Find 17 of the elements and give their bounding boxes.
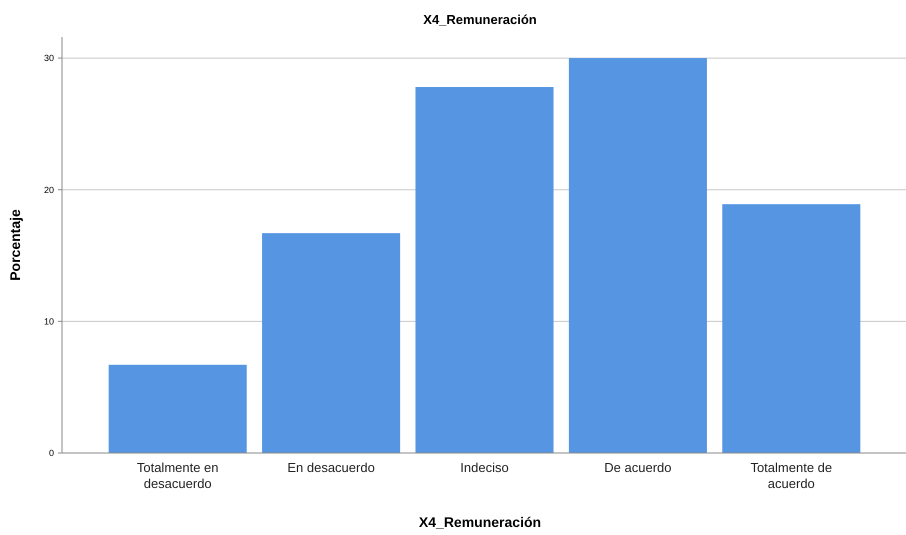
x-tick-label: En desacuerdo	[287, 460, 375, 475]
x-axis-title: X4_Remuneración	[418, 514, 542, 530]
y-axis-title: Porcentaje	[7, 208, 23, 281]
x-tick-label: Totalmente de acuerdo	[750, 460, 832, 491]
chart-title: X4_Remuneración	[423, 12, 537, 27]
bar	[262, 233, 400, 453]
x-tick-label: Indeciso	[460, 460, 509, 475]
bar	[722, 204, 860, 453]
x-tick-label: Totalmente en desacuerdo	[136, 460, 219, 491]
bar	[108, 364, 247, 453]
bar	[568, 58, 707, 453]
y-tick-label: 20	[44, 184, 54, 195]
y-tick-label: 30	[44, 53, 54, 64]
y-tick-label: 10	[44, 316, 54, 327]
x-tick-label: De acuerdo	[604, 460, 672, 475]
y-tick-label: 0	[48, 448, 54, 458]
bar	[415, 87, 554, 453]
